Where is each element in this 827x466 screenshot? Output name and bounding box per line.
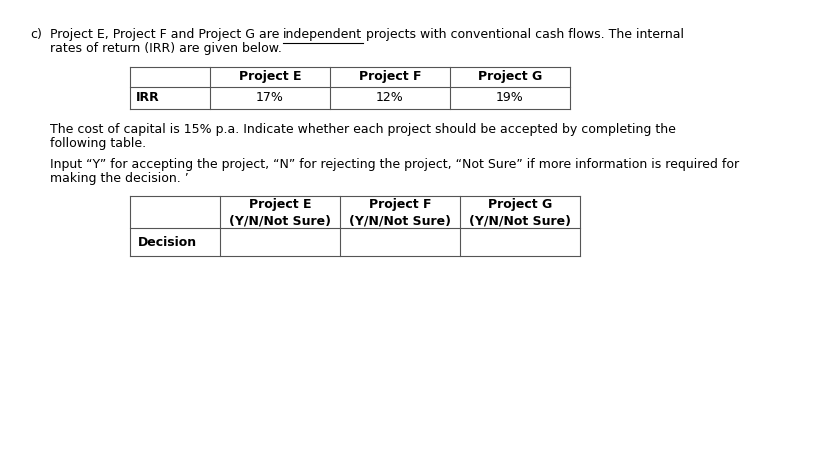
Text: Decision: Decision	[138, 236, 197, 249]
Text: following table.: following table.	[50, 137, 146, 150]
Text: c): c)	[30, 28, 42, 41]
Text: The cost of capital is 15% p.a. Indicate whether each project should be accepted: The cost of capital is 15% p.a. Indicate…	[50, 123, 675, 136]
Text: rates of return (IRR) are given below.: rates of return (IRR) are given below.	[50, 42, 281, 55]
Text: Project E: Project E	[238, 70, 301, 83]
Text: Input “Y” for accepting the project, “N” for rejecting the project, “Not Sure” i: Input “Y” for accepting the project, “N”…	[50, 158, 739, 171]
Text: Project F: Project F	[358, 70, 421, 83]
Text: projects with conventional cash flows. The internal: projects with conventional cash flows. T…	[362, 28, 684, 41]
Text: Project E
(Y/N/Not Sure): Project E (Y/N/Not Sure)	[229, 198, 331, 227]
Text: Project F
(Y/N/Not Sure): Project F (Y/N/Not Sure)	[348, 198, 451, 227]
Text: Project G
(Y/N/Not Sure): Project G (Y/N/Not Sure)	[468, 198, 571, 227]
Text: 12%: 12%	[375, 91, 404, 104]
Text: 19%: 19%	[495, 91, 523, 104]
Text: making the decision. ’: making the decision. ’	[50, 172, 189, 185]
Text: independent: independent	[283, 28, 362, 41]
Text: Project E, Project F and Project G are: Project E, Project F and Project G are	[50, 28, 283, 41]
Text: Project G: Project G	[477, 70, 542, 83]
Text: 17%: 17%	[256, 91, 284, 104]
Text: IRR: IRR	[136, 91, 160, 104]
